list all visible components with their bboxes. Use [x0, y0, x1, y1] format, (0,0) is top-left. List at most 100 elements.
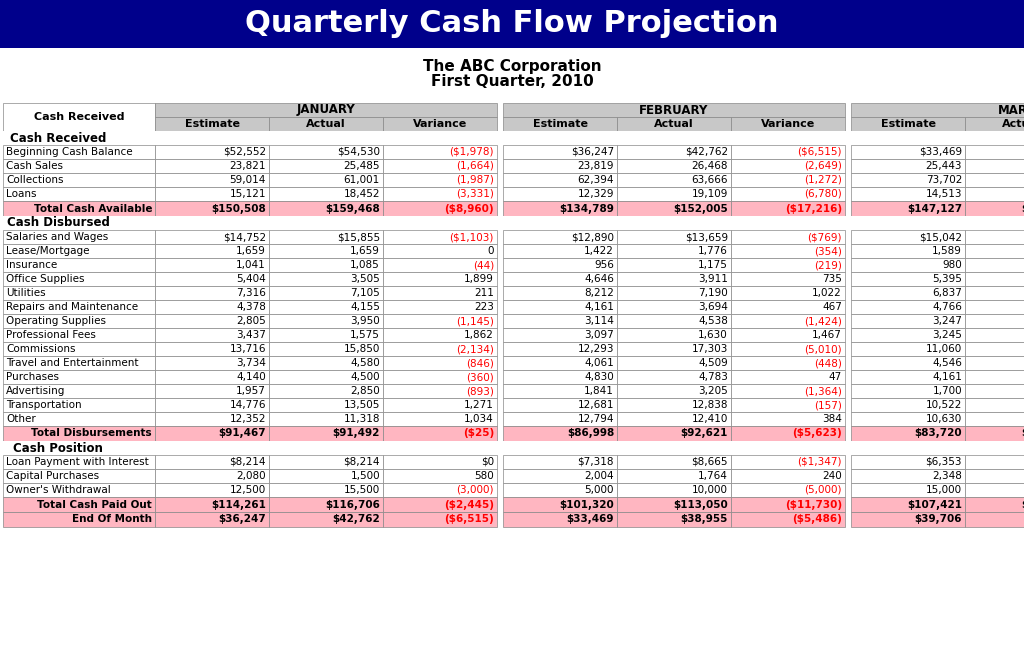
- Bar: [503, 201, 617, 216]
- Bar: [3, 426, 155, 441]
- Bar: [383, 286, 497, 300]
- Text: 12,293: 12,293: [578, 344, 614, 354]
- Bar: [503, 103, 845, 117]
- Bar: [3, 230, 155, 244]
- Text: ($11,730): ($11,730): [784, 499, 842, 510]
- Text: Owner's Withdrawal: Owner's Withdrawal: [6, 485, 111, 495]
- Bar: [731, 201, 845, 216]
- Text: FEBRUARY: FEBRUARY: [639, 103, 709, 116]
- Text: (846): (846): [466, 358, 494, 368]
- Text: Insurance: Insurance: [6, 260, 57, 270]
- Text: Cash Received: Cash Received: [34, 112, 124, 122]
- Bar: [269, 328, 383, 342]
- Bar: [503, 342, 617, 356]
- Bar: [965, 286, 1024, 300]
- Bar: [155, 159, 269, 173]
- Text: Cash Sales: Cash Sales: [6, 161, 63, 171]
- Text: ($5,623): ($5,623): [793, 428, 842, 439]
- Bar: [965, 384, 1024, 398]
- Bar: [0, 0, 1024, 48]
- Text: 2,348: 2,348: [932, 471, 962, 481]
- Text: 10,522: 10,522: [926, 400, 962, 410]
- Bar: [383, 455, 497, 469]
- Bar: [731, 272, 845, 286]
- Bar: [617, 117, 731, 131]
- Bar: [851, 398, 965, 412]
- Text: $147,127: $147,127: [907, 203, 962, 213]
- Text: 580: 580: [474, 471, 494, 481]
- Text: $15,855: $15,855: [337, 232, 380, 242]
- Bar: [269, 398, 383, 412]
- Bar: [383, 412, 497, 426]
- Text: 3,247: 3,247: [932, 316, 962, 326]
- Text: $116,706: $116,706: [326, 499, 380, 510]
- Bar: [731, 469, 845, 483]
- Bar: [731, 455, 845, 469]
- Bar: [851, 117, 965, 131]
- Text: ($8,960): ($8,960): [444, 203, 494, 213]
- Bar: [155, 201, 269, 216]
- Bar: [155, 230, 269, 244]
- Text: 1,575: 1,575: [350, 330, 380, 340]
- Text: Cash Disbursed: Cash Disbursed: [6, 216, 110, 229]
- Bar: [851, 342, 965, 356]
- Bar: [155, 328, 269, 342]
- Bar: [503, 398, 617, 412]
- Text: (5,010): (5,010): [805, 344, 842, 354]
- Text: 2,080: 2,080: [237, 471, 266, 481]
- Bar: [269, 187, 383, 201]
- Text: (5,000): (5,000): [805, 485, 842, 495]
- Bar: [269, 370, 383, 384]
- Bar: [155, 300, 269, 314]
- Text: 1,957: 1,957: [237, 386, 266, 396]
- Bar: [617, 398, 731, 412]
- Bar: [383, 145, 497, 159]
- Text: 13,716: 13,716: [229, 344, 266, 354]
- Bar: [731, 384, 845, 398]
- Text: $36,247: $36,247: [570, 147, 614, 157]
- Bar: [383, 117, 497, 131]
- Bar: [155, 455, 269, 469]
- Text: 4,646: 4,646: [584, 274, 614, 284]
- Text: 3,950: 3,950: [350, 316, 380, 326]
- Bar: [851, 384, 965, 398]
- Text: 1,467: 1,467: [812, 330, 842, 340]
- Bar: [731, 117, 845, 131]
- Text: (1,145): (1,145): [456, 316, 494, 326]
- Text: 1,659: 1,659: [350, 246, 380, 256]
- Text: 223: 223: [474, 302, 494, 312]
- Bar: [617, 173, 731, 187]
- Bar: [155, 187, 269, 201]
- Text: Total Cash Available: Total Cash Available: [34, 203, 152, 213]
- Text: $6,353: $6,353: [926, 457, 962, 467]
- Bar: [3, 216, 1024, 230]
- Text: ($17,216): ($17,216): [784, 203, 842, 213]
- Bar: [851, 328, 965, 342]
- Bar: [617, 342, 731, 356]
- Bar: [3, 356, 155, 370]
- Text: 1,700: 1,700: [933, 386, 962, 396]
- Bar: [383, 512, 497, 527]
- Text: 735: 735: [822, 274, 842, 284]
- Text: 2,850: 2,850: [350, 386, 380, 396]
- Text: 7,190: 7,190: [698, 288, 728, 298]
- Bar: [383, 497, 497, 512]
- Bar: [617, 159, 731, 173]
- Text: ($769): ($769): [808, 232, 842, 242]
- Bar: [155, 384, 269, 398]
- Bar: [965, 455, 1024, 469]
- Bar: [155, 314, 269, 328]
- Bar: [269, 342, 383, 356]
- Bar: [617, 201, 731, 216]
- Text: 10,630: 10,630: [926, 414, 962, 424]
- Text: Variance: Variance: [761, 119, 815, 129]
- Text: 1,899: 1,899: [464, 274, 494, 284]
- Bar: [3, 497, 155, 512]
- Bar: [3, 159, 155, 173]
- Bar: [965, 483, 1024, 497]
- Text: Cash Received: Cash Received: [10, 131, 106, 144]
- Text: $15,042: $15,042: [919, 232, 962, 242]
- Bar: [851, 201, 965, 216]
- Text: (3,000): (3,000): [457, 485, 494, 495]
- Bar: [617, 300, 731, 314]
